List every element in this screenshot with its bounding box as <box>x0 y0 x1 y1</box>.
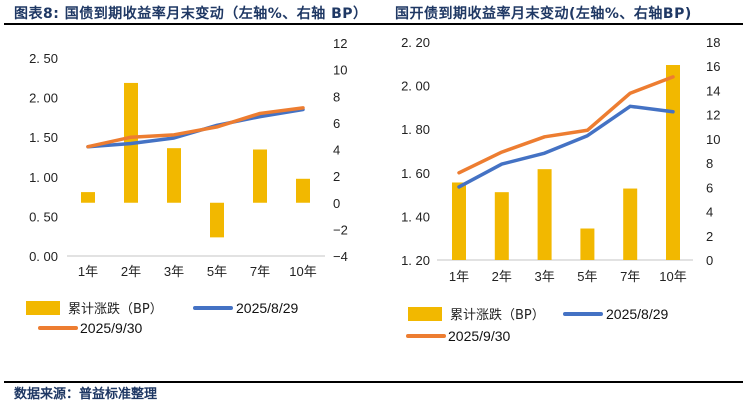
right-axis-tick-label: 2 <box>333 169 340 184</box>
chart-cdb-yield: 1. 20 1. 40 1. 60 1. 80 2. 00 2. 20 0 2 4 6 8 10 12 1… <box>401 35 720 344</box>
left-axis-tick-label: 1. 40 <box>401 209 430 224</box>
x-axis-tick-label: 1年 <box>449 269 469 284</box>
left-axis-tick-label: 2. 50 <box>29 51 58 66</box>
bar-cumulative-change <box>537 169 552 260</box>
left-axis-tick-label: 0. 00 <box>29 249 58 264</box>
left-axis-tick-label: 0. 50 <box>29 209 58 224</box>
bar-cumulative-change <box>210 202 224 238</box>
line-series-2025-9-30 <box>86 106 305 149</box>
right-axis-tick-label: 18 <box>706 35 720 50</box>
right-axis-tick-label: 6 <box>706 180 713 195</box>
bar-cumulative-change <box>452 182 466 260</box>
legend-label-0829: 2025/8/29 <box>606 306 668 322</box>
bar-cumulative-change <box>296 178 310 203</box>
legend-label-cumulative-change: 累计涨跌（BP） <box>450 307 545 323</box>
left-axis-tick-label: 2. 20 <box>401 35 430 50</box>
x-axis-tick-label: 7年 <box>620 269 640 284</box>
bar-cumulative-change <box>494 192 509 260</box>
bar-cumulative-change <box>253 149 267 203</box>
legend-label-0930: 2025/9/30 <box>80 320 142 336</box>
x-axis-tick-label: 2年 <box>121 264 141 279</box>
left-axis-tick-label: 1. 50 <box>29 130 58 145</box>
x-axis-tick-label: 5年 <box>577 269 597 284</box>
x-axis-tick-label: 10年 <box>289 264 316 279</box>
left-axis-tick-label: 1. 60 <box>401 166 430 181</box>
left-axis-tick-label: 1. 20 <box>401 253 430 268</box>
right-axis-tick-label: 4 <box>706 205 713 220</box>
right-axis-tick-label: 10 <box>706 132 720 147</box>
right-axis-tick-label: 16 <box>706 59 720 74</box>
left-axis-tick-label: 1. 80 <box>401 122 430 137</box>
legend-label-cumulative-change: 累计涨跌（BP） <box>68 301 163 317</box>
right-axis-tick-label: 8 <box>333 89 340 104</box>
right-axis-tick-label: 4 <box>333 143 340 158</box>
bar-cumulative-change <box>666 65 680 260</box>
x-axis-tick-label: 7年 <box>250 264 270 279</box>
bar-cumulative-change <box>167 148 181 203</box>
right-axis-tick-label: 12 <box>706 108 720 123</box>
right-axis-tick-label: 10 <box>333 63 347 78</box>
bar-cumulative-change <box>81 192 95 203</box>
right-axis-tick-label: 12 <box>333 36 347 51</box>
x-axis-tick-label: 3年 <box>164 264 184 279</box>
right-axis-tick-label: 0 <box>706 253 713 268</box>
right-axis-tick-label: −2 <box>333 222 348 237</box>
left-axis-tick-label: 1. 00 <box>29 170 58 185</box>
left-axis-tick-label: 2. 00 <box>29 91 58 106</box>
chart-title-right: 国开债到期收益率月末变动(左轴%、右轴BP) <box>395 6 692 22</box>
left-axis-tick-label: 2. 00 <box>401 79 430 94</box>
x-axis-tick-label: 3年 <box>534 269 554 284</box>
bar-cumulative-change <box>580 228 595 260</box>
right-axis-tick-label: 14 <box>706 83 720 98</box>
right-axis-tick-label: 0 <box>333 196 340 211</box>
data-source-note: 数据来源：普益标准整理 <box>14 387 158 402</box>
legend-swatch-bar <box>408 307 442 321</box>
right-axis-tick-label: 8 <box>706 156 713 171</box>
x-axis-tick-label: 5年 <box>207 264 227 279</box>
right-axis-tick-label: 6 <box>333 116 340 131</box>
x-axis-tick-label: 10年 <box>659 269 686 284</box>
right-axis-tick-label: 2 <box>706 229 713 244</box>
chart-treasury-yield: 0. 00 0. 50 1. 00 1. 50 2. 00 2. 50 −4 −2 0 2 4 6 8 1… <box>26 36 348 336</box>
legend-label-0930: 2025/9/30 <box>448 328 510 344</box>
right-axis-tick-label: −4 <box>333 249 348 264</box>
line-series-2025-9-30 <box>457 75 675 175</box>
chart-title-left: 图表8: 国债到期收益率月末变动（左轴%、右轴 BP） <box>14 6 368 22</box>
x-axis-tick-label: 1年 <box>78 264 98 279</box>
legend-label-0829: 2025/8/29 <box>236 300 298 316</box>
header-divider <box>4 23 743 25</box>
legend-swatch-bar <box>26 301 60 315</box>
bar-cumulative-change <box>623 188 638 260</box>
footer-divider <box>4 381 743 383</box>
x-axis-tick-label: 2年 <box>492 269 512 284</box>
line-series-2025-8-29 <box>457 104 675 189</box>
